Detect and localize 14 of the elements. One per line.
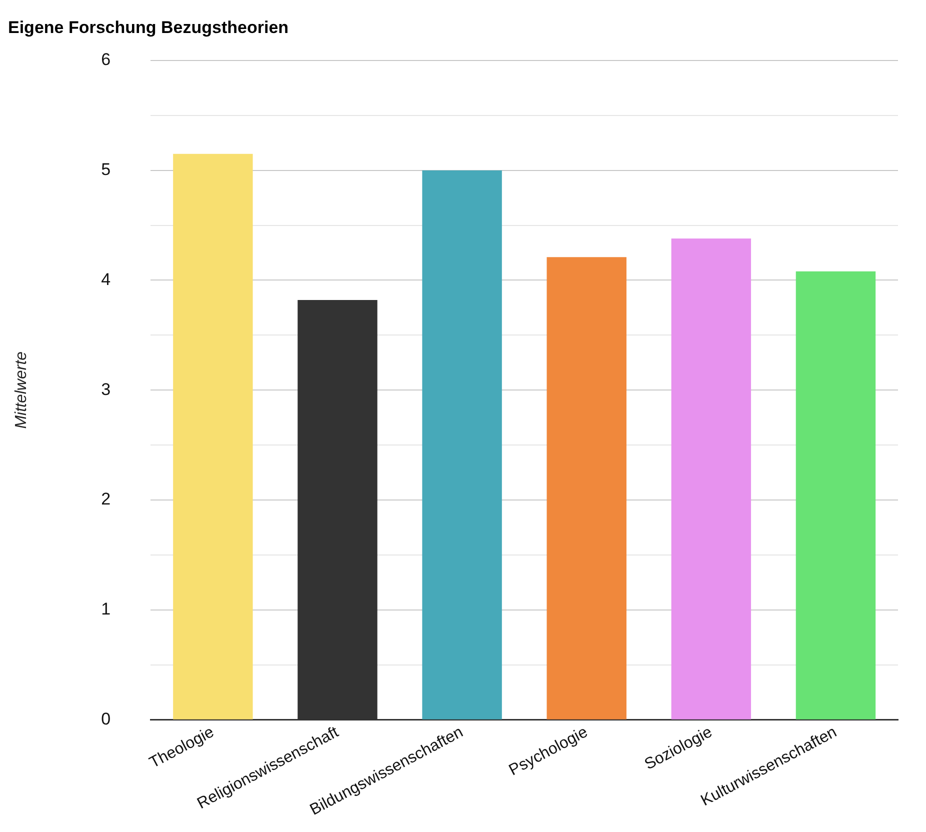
y-axis-title: Mittelwerte (13, 351, 30, 429)
y-tick-label: 2 (101, 490, 111, 509)
chart-title: Eigene Forschung Bezugstheorien (8, 18, 289, 37)
y-tick-label: 0 (101, 710, 111, 729)
y-tick-label: 3 (101, 380, 111, 399)
y-tick-label: 1 (101, 600, 111, 619)
bar (671, 238, 752, 720)
bar (422, 170, 502, 720)
bar (796, 271, 876, 720)
y-tick-label: 5 (101, 160, 111, 179)
bar (546, 257, 626, 720)
y-tick-label: 4 (101, 270, 111, 289)
bar (173, 154, 253, 720)
y-tick-label: 6 (101, 50, 111, 70)
